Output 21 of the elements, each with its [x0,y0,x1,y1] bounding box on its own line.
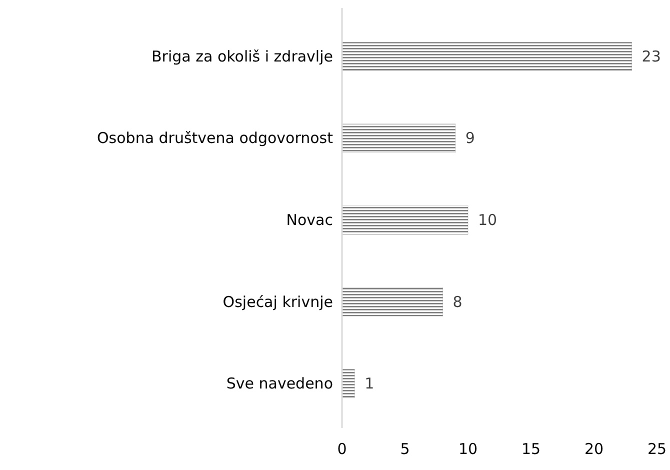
data-label: 1 [364,374,374,393]
y-tick-label: Osobna društvena odgovornost [97,129,334,148]
data-label: 23 [642,47,661,66]
bar [342,368,355,398]
y-tick-label: Sve navedeno [226,374,333,393]
y-tick-label: Osjećaj krivnje [222,292,333,311]
x-tick-label: 15 [521,440,541,458]
x-tick-label: 0 [337,440,347,458]
x-tick-label: 5 [400,440,410,458]
data-label: 8 [452,292,462,311]
bar [342,42,632,72]
x-tick-label: 20 [584,440,604,458]
bar [342,205,468,235]
y-tick-label: Briga za okoliš i zdravlje [152,47,333,66]
x-tick-label: 10 [458,440,478,458]
data-label: 9 [465,129,475,148]
y-tick-label: Novac [286,211,333,229]
data-label: 10 [478,211,498,229]
bar [342,124,456,153]
x-tick-label: 25 [647,440,667,458]
bar [342,287,444,316]
